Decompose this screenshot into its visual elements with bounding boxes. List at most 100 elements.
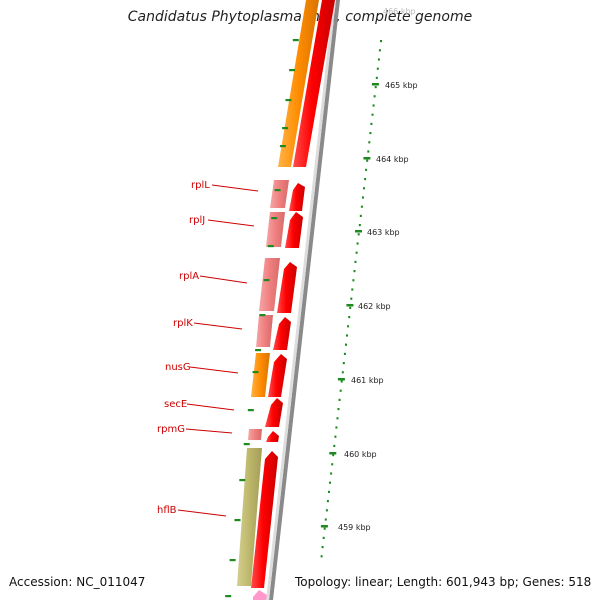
- leader-line-rpmG: [185, 428, 233, 434]
- accession-text: Accession: NC_011047: [9, 575, 146, 589]
- leader-line-rplK: [193, 322, 243, 330]
- feature-track-dash: [279, 145, 286, 148]
- gene-hflB-feature: [237, 448, 262, 586]
- scale-dot: [353, 270, 356, 273]
- leader-line-secE: [186, 403, 235, 411]
- leader-line-rplL: [211, 184, 259, 192]
- scale-dot: [328, 490, 330, 493]
- feature-track-dash: [282, 127, 289, 130]
- scale-label-465: 465 kbp: [385, 81, 418, 90]
- scale-dot: [330, 472, 333, 475]
- gene-hflB-arrow: [251, 451, 278, 588]
- gene-bottom-feature: [253, 590, 267, 600]
- scale-label-466: 466 kbp: [383, 7, 416, 16]
- scale-dot: [352, 279, 355, 282]
- leader-line-rplJ: [207, 219, 255, 227]
- scale-major-tick: [346, 304, 354, 307]
- scale-dot: [377, 58, 380, 61]
- gene-rpmG-feature: [248, 429, 262, 440]
- scale-dot: [372, 104, 375, 107]
- feature-track-dash: [225, 595, 232, 598]
- scale-dot: [378, 49, 381, 52]
- scale-track: [320, 40, 382, 558]
- scale-dot: [362, 196, 364, 199]
- scale-dot: [357, 233, 360, 236]
- gene-rplJ-arrow: [285, 212, 303, 248]
- scale-dot: [356, 242, 359, 245]
- gene-label-nusG[interactable]: nusG: [165, 362, 191, 373]
- gene-nusG-feature: [251, 353, 270, 397]
- scale-dot: [364, 178, 367, 181]
- scale-dot: [351, 288, 354, 291]
- scale-dot: [363, 187, 365, 190]
- scale-dot: [371, 113, 374, 116]
- gene-label-rplL[interactable]: rplL: [191, 180, 210, 191]
- gene-rplA-feature: [259, 258, 280, 311]
- genome-title: Candidatus Phytoplasma mali, complete ge…: [127, 9, 473, 25]
- scale-dot: [374, 86, 377, 89]
- feature-track-dash: [267, 245, 274, 248]
- gene-red-top: [293, 0, 335, 167]
- scale-dot: [320, 555, 323, 558]
- scale-major-tick: [337, 378, 345, 381]
- scale-dot: [347, 325, 350, 328]
- scale-dot: [373, 95, 376, 98]
- topology-text: Topology: linear; Length: 601,943 bp; Ge…: [295, 575, 592, 589]
- scale-dot: [336, 417, 339, 420]
- feature-track-dash: [292, 39, 299, 42]
- scale-dot: [366, 159, 369, 162]
- scale-dot: [325, 509, 328, 512]
- feature-track-dash: [285, 99, 292, 102]
- scale-dot: [376, 67, 379, 70]
- gene-label-rplL-group: rplL: [191, 180, 259, 192]
- gene-label-rplK[interactable]: rplK: [173, 318, 193, 329]
- feature-track-dash: [255, 349, 262, 352]
- scale-dot: [339, 389, 342, 392]
- scale-dot: [321, 546, 324, 549]
- scale-dot: [322, 536, 325, 539]
- scale-ticks: [320, 83, 379, 528]
- gene-label-rplJ[interactable]: rplJ: [189, 215, 205, 226]
- scale-dot: [350, 297, 353, 300]
- scale-dot: [349, 306, 352, 309]
- feature-track-dash: [239, 479, 246, 482]
- feature-track-dash: [274, 189, 281, 192]
- scale-major-tick: [363, 157, 371, 160]
- gene-rplK-feature: [256, 315, 273, 347]
- gene-rplL-arrow: [289, 183, 305, 211]
- scale-dot: [332, 454, 335, 457]
- gene-rplK-arrow: [273, 317, 291, 350]
- scale-dot: [326, 500, 329, 503]
- scale-dot: [354, 260, 357, 263]
- leader-line-hflB: [177, 509, 227, 517]
- feature-track-dash: [289, 69, 296, 72]
- gene-label-hflB[interactable]: hflB: [157, 505, 177, 516]
- gene-label-secE[interactable]: secE: [164, 399, 187, 410]
- scale-label-460: 460 kbp: [344, 450, 377, 459]
- gene-label-rplA[interactable]: rplA: [179, 271, 199, 282]
- gene-secE-arrow: [265, 398, 283, 427]
- gene-label-rplA-group: rplA: [179, 271, 248, 284]
- scale-major-tick: [329, 452, 337, 455]
- scale-label-464: 464 kbp: [376, 155, 409, 164]
- scale-dot: [340, 380, 343, 383]
- feature-track-dash: [243, 443, 250, 446]
- gene-rpmG-arrow: [266, 431, 279, 442]
- scale-dot: [341, 371, 344, 374]
- gene-label-rpmG[interactable]: rpmG: [157, 424, 185, 435]
- feature-track-dash: [234, 519, 241, 522]
- leader-line-nusG: [189, 366, 239, 374]
- gene-label-nusG-group: nusG: [165, 362, 239, 374]
- scale-dot: [346, 334, 348, 337]
- feature-track-dash: [259, 314, 266, 317]
- gene-label-rplJ-group: rplJ: [189, 215, 255, 227]
- scale-label-459: 459 kbp: [338, 523, 371, 532]
- gene-label-rpmG-group: rpmG: [157, 424, 233, 435]
- scale-dot: [331, 463, 334, 466]
- gene-label-secE-group: secE: [164, 399, 235, 411]
- scale-dot: [380, 40, 382, 43]
- genome-backbone: [269, 0, 340, 600]
- gene-nusG-arrow: [268, 354, 287, 397]
- scale-dot: [333, 444, 336, 447]
